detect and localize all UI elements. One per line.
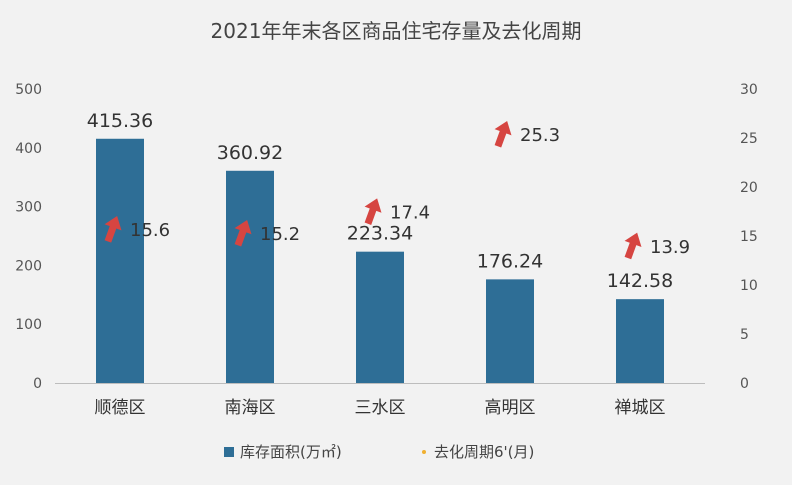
category-label: 三水区 xyxy=(355,398,406,418)
bar xyxy=(616,299,664,383)
category-label: 南海区 xyxy=(225,398,276,418)
category-labels: 顺德区 南海区 三水区 高明区 禅城区 xyxy=(95,398,666,418)
right-tick-label: 0 xyxy=(740,376,749,392)
bar-value-label: 176.24 xyxy=(477,250,543,272)
bar-value-labels: 415.36 360.92 223.34 176.24 142.58 xyxy=(87,110,673,292)
bar xyxy=(226,170,274,383)
category-label: 顺德区 xyxy=(95,398,146,418)
period-value-label: 15.2 xyxy=(260,224,300,245)
bar-series xyxy=(96,138,664,383)
period-marker-arrow-icon xyxy=(624,232,642,260)
legend-swatch-inventory xyxy=(224,447,234,457)
period-marker-arrow-icon xyxy=(364,198,382,225)
period-value-label: 15.6 xyxy=(130,220,170,241)
legend: 库存面积(万㎡) 去化周期6'(月) xyxy=(224,443,534,461)
right-tick-label: 30 xyxy=(740,82,758,98)
left-tick-label: 200 xyxy=(15,258,42,274)
left-axis: 0 100 200 300 400 500 xyxy=(15,82,42,392)
bar-value-label: 142.58 xyxy=(607,270,673,292)
period-markers xyxy=(104,120,642,260)
left-tick-label: 100 xyxy=(15,317,42,333)
right-tick-label: 15 xyxy=(740,229,758,245)
bar-value-label: 223.34 xyxy=(347,223,413,245)
bar xyxy=(96,138,144,383)
right-tick-label: 20 xyxy=(740,180,758,196)
period-marker-arrow-icon xyxy=(104,216,122,243)
bar-value-label: 415.36 xyxy=(87,110,153,132)
bar-value-label: 360.92 xyxy=(217,142,283,164)
period-value-label: 25.3 xyxy=(520,125,560,146)
left-tick-label: 500 xyxy=(15,82,42,98)
period-value-label: 17.4 xyxy=(390,202,430,223)
bar xyxy=(356,251,404,383)
category-label: 高明区 xyxy=(485,398,536,418)
left-tick-label: 300 xyxy=(15,200,42,216)
bar xyxy=(486,279,534,383)
right-axis: 0 5 10 15 20 25 30 xyxy=(740,82,758,392)
legend-marker-period xyxy=(422,450,426,454)
period-value-labels: 15.6 15.2 17.4 25.3 13.9 xyxy=(130,125,690,258)
right-tick-label: 25 xyxy=(740,131,758,147)
legend-label-inventory: 库存面积(万㎡) xyxy=(240,443,342,461)
left-tick-label: 400 xyxy=(15,141,42,157)
right-tick-label: 10 xyxy=(740,278,758,294)
period-value-label: 13.9 xyxy=(650,237,690,258)
left-tick-label: 0 xyxy=(33,376,42,392)
right-tick-label: 5 xyxy=(740,327,749,343)
period-marker-arrow-icon xyxy=(494,120,512,148)
category-label: 禅城区 xyxy=(615,398,666,418)
period-marker-arrow-icon xyxy=(234,219,252,247)
chart-title: 2021年年末各区商品住宅存量及去化周期 xyxy=(211,19,582,43)
legend-label-period: 去化周期6'(月) xyxy=(434,443,534,461)
